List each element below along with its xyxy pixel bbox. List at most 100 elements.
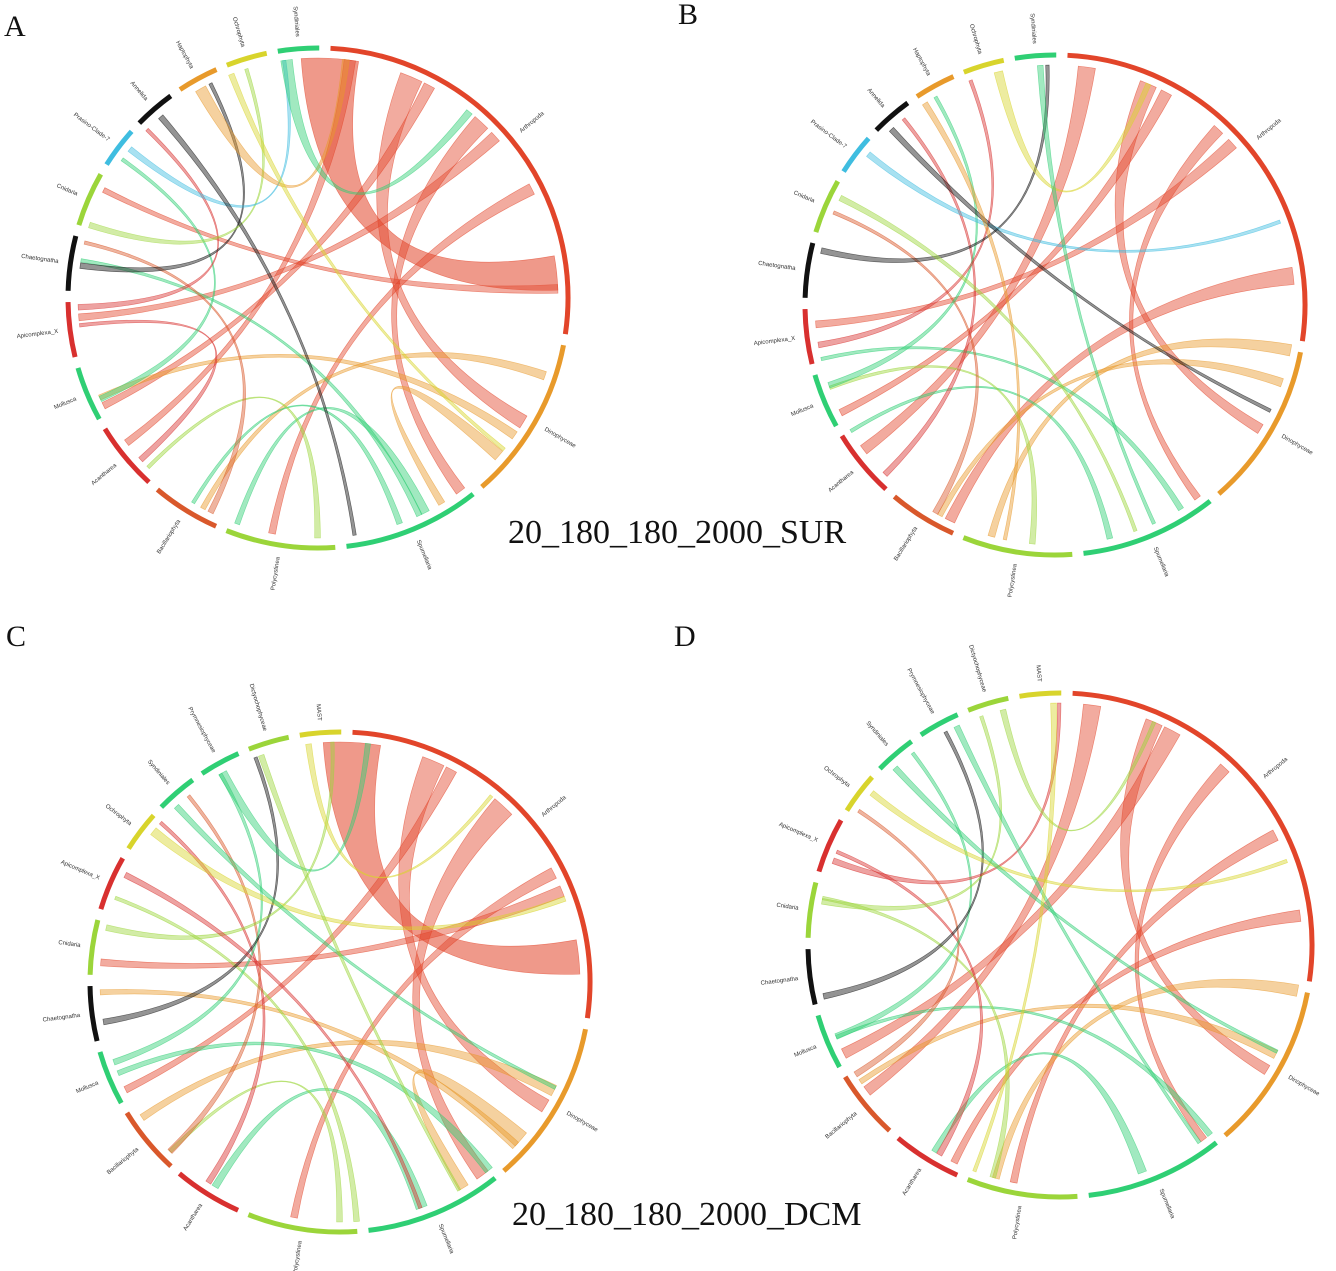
chord-link: [168, 1080, 343, 1223]
group-label: Acantharea: [183, 1202, 205, 1232]
group-arc: [896, 1136, 959, 1178]
group-arc: [962, 57, 1005, 75]
group-arc: [1014, 52, 1057, 61]
group-arc: [892, 494, 955, 536]
group-arc: [802, 242, 816, 298]
group-label: Mollusca: [790, 403, 815, 418]
group-label: Dictyochophyceae: [248, 683, 268, 732]
chord-link: [79, 319, 217, 463]
chord-link: [817, 79, 994, 349]
chord-link: [834, 751, 973, 1040]
caption-dcm: 20_180_180_2000_DCM: [512, 1196, 862, 1233]
chord-link: [158, 820, 266, 1185]
chord-link: [123, 766, 457, 1094]
chord-link: [412, 1069, 527, 1191]
chord-link: [234, 407, 430, 526]
group-arc: [137, 93, 173, 125]
chord-diagram-b: Arthropoda Dinophyceae Spumellaria Polycyst…: [753, 13, 1314, 598]
chord-link: [922, 101, 1021, 541]
chord-link: [1037, 64, 1156, 525]
group-arc: [966, 1177, 1078, 1200]
chord-link: [849, 385, 1114, 540]
group-label: MAST: [1034, 665, 1041, 682]
group-arc: [839, 434, 888, 492]
group-label: Ochrophyta: [104, 804, 133, 828]
chord-link: [98, 157, 216, 403]
group-label: Cnidaria: [792, 190, 816, 205]
chord-link: [820, 64, 1050, 263]
group-label: Chaetognatha: [758, 261, 797, 272]
chord-link: [821, 715, 1003, 911]
group-label: Cnidaria: [58, 940, 82, 949]
group-arc: [480, 344, 566, 489]
group-arc: [76, 172, 103, 226]
chord-link: [882, 117, 977, 477]
chord-link: [102, 756, 279, 1026]
chord-link: [101, 82, 435, 410]
chord-link: [972, 702, 1057, 1173]
group-label: Dictyochophyceae: [967, 644, 987, 693]
group-label: Ochrophyta: [968, 24, 983, 56]
group-label: Spumellaria: [1152, 546, 1170, 578]
group-arc: [368, 1176, 497, 1233]
chord-link: [79, 82, 245, 273]
chord-link: [158, 114, 357, 536]
group-arc: [178, 67, 218, 92]
group-label: Bacillariophyta: [156, 518, 182, 555]
group-arc: [844, 775, 874, 812]
group-arc: [65, 302, 78, 358]
chord-link: [822, 730, 984, 1000]
group-label: Acantharea: [828, 469, 856, 494]
group-arc: [346, 492, 475, 549]
group-arc: [878, 739, 914, 771]
group-label: MAST: [315, 704, 322, 721]
chord-link: [305, 743, 494, 879]
group-label: Polycystinea: [293, 1240, 304, 1271]
chord-link: [999, 708, 1157, 832]
group-arc: [915, 74, 955, 99]
group-arc: [200, 751, 240, 776]
chord-link: [139, 1039, 557, 1121]
chord-link: [398, 756, 550, 1113]
group-label: Dinophyceae: [565, 1111, 599, 1134]
chord-link: [950, 909, 1302, 1165]
group-arc: [97, 1051, 124, 1105]
chord-links: [77, 57, 559, 539]
group-arc: [967, 695, 1009, 713]
group-label: Syndiniales: [1029, 13, 1037, 44]
group-label: Dinophyceae: [1280, 434, 1314, 457]
group-arc: [1072, 690, 1315, 982]
group-label: Acantharea: [902, 1167, 924, 1197]
chord-link: [105, 741, 335, 940]
chord-link: [83, 240, 246, 515]
group-arc: [87, 919, 101, 975]
group-label: Apicomplexa_X: [753, 336, 795, 347]
group-label: Syndiniales: [292, 6, 300, 37]
group-arc: [815, 1014, 842, 1069]
chord-diagram-a: Arthropoda Dinophyceae Spumellaria Polycyst…: [16, 6, 577, 591]
group-label: Annelida: [129, 81, 149, 103]
group-label: Spumellaria: [1158, 1188, 1176, 1220]
group-arc: [177, 1171, 240, 1213]
chord-link: [827, 95, 978, 389]
chord-link: [863, 703, 1102, 1096]
group-arc: [812, 374, 839, 428]
group-label: Mollusca: [793, 1044, 818, 1059]
group-label: Chaetognatha: [21, 254, 60, 265]
group-label: Ochrophyta: [231, 17, 246, 49]
group-label: Cnidaria: [55, 183, 79, 198]
chord-link: [258, 754, 462, 1192]
chord-links: [815, 64, 1295, 545]
chord-link: [866, 151, 1282, 253]
chord-link: [167, 794, 262, 1154]
chord-link: [888, 126, 1272, 413]
group-arc: [1217, 351, 1303, 496]
group-arc: [225, 528, 336, 551]
group-arc: [65, 235, 79, 291]
chord-link: [838, 89, 1172, 417]
group-label: Prymnesiophyceae: [905, 668, 935, 716]
chord-link: [124, 59, 356, 446]
chord-link: [280, 59, 473, 195]
panel-label-a: A: [4, 10, 26, 43]
group-arc: [1067, 52, 1308, 342]
